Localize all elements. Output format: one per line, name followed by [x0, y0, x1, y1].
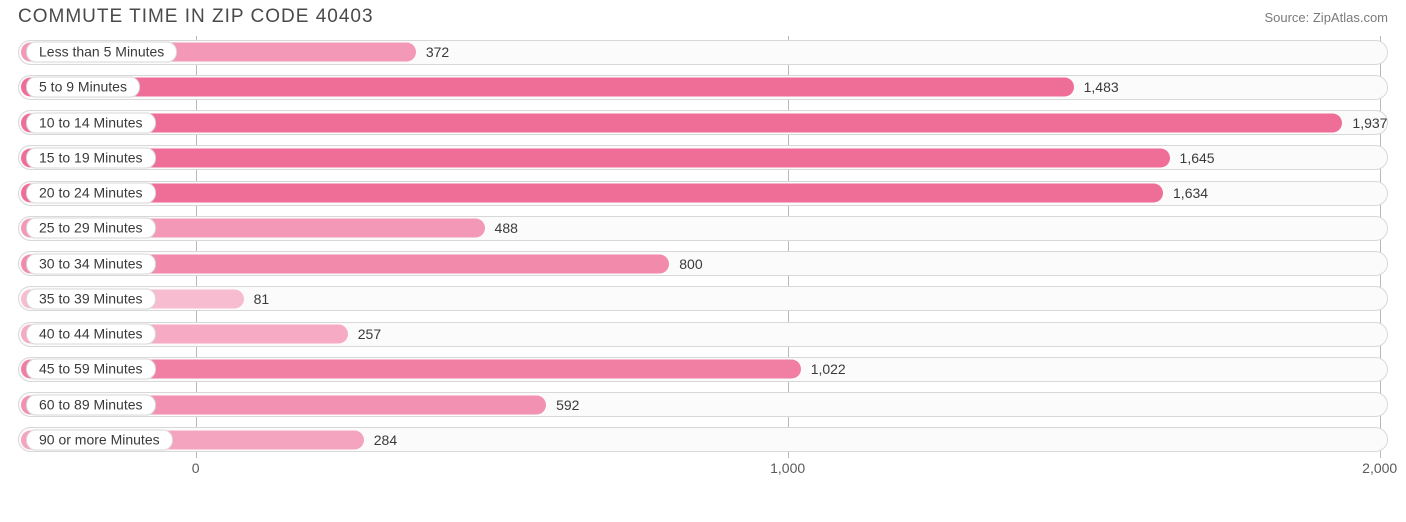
- x-tick-label: 0: [192, 460, 200, 476]
- x-axis: 01,0002,000: [18, 456, 1388, 480]
- bar-category-label: 30 to 34 Minutes: [26, 253, 156, 274]
- bar-value-label: 372: [426, 44, 449, 60]
- bar-category-label: 35 to 39 Minutes: [26, 288, 156, 309]
- bar-row: 5 to 9 Minutes 1,483: [18, 73, 1388, 101]
- bar-value-label: 488: [495, 220, 518, 236]
- plot-region: Less than 5 Minutes 372 5 to 9 Minutes 1,48…: [18, 36, 1388, 480]
- bar-category-label: 25 to 29 Minutes: [26, 218, 156, 239]
- bar-value-label: 592: [556, 397, 579, 413]
- bar-row: 40 to 44 Minutes 257: [18, 320, 1388, 348]
- chart-area: Less than 5 Minutes 372 5 to 9 Minutes 1,48…: [0, 32, 1406, 480]
- bar-fill: [21, 148, 1170, 167]
- bar-value-label: 81: [254, 291, 270, 307]
- bar-category-label: 40 to 44 Minutes: [26, 324, 156, 345]
- bar-category-label: 20 to 24 Minutes: [26, 183, 156, 204]
- bar-value-label: 1,483: [1084, 79, 1119, 95]
- bar-fill: [21, 184, 1163, 203]
- x-tick-label: 1,000: [770, 460, 805, 476]
- bar-fill: [21, 113, 1342, 132]
- bar-category-label: 90 or more Minutes: [26, 429, 173, 450]
- chart-title: COMMUTE TIME IN ZIP CODE 40403: [18, 6, 374, 28]
- bar-row: 45 to 59 Minutes 1,022: [18, 355, 1388, 383]
- bar-fill: [21, 78, 1074, 97]
- bar-row: 10 to 14 Minutes 1,937: [18, 109, 1388, 137]
- chart-source: Source: ZipAtlas.com: [1264, 10, 1388, 25]
- bar-value-label: 800: [679, 256, 702, 272]
- bar-value-label: 1,022: [811, 361, 846, 377]
- bar-row: 20 to 24 Minutes 1,634: [18, 179, 1388, 207]
- x-tick-label: 2,000: [1362, 460, 1397, 476]
- bar-row: 90 or more Minutes 284: [18, 426, 1388, 454]
- bar-value-label: 1,634: [1173, 185, 1208, 201]
- bar-value-label: 1,645: [1180, 150, 1215, 166]
- bar-category-label: 60 to 89 Minutes: [26, 394, 156, 415]
- bar-category-label: Less than 5 Minutes: [26, 42, 177, 63]
- bar-row: 25 to 29 Minutes 488: [18, 214, 1388, 242]
- bar-category-label: 45 to 59 Minutes: [26, 359, 156, 380]
- bar-value-label: 257: [358, 326, 381, 342]
- bar-category-label: 10 to 14 Minutes: [26, 112, 156, 133]
- chart-header: COMMUTE TIME IN ZIP CODE 40403 Source: Z…: [0, 0, 1406, 32]
- bar-row: 15 to 19 Minutes 1,645: [18, 144, 1388, 172]
- bar-row: Less than 5 Minutes 372: [18, 38, 1388, 66]
- bar-category-label: 15 to 19 Minutes: [26, 147, 156, 168]
- bars-container: Less than 5 Minutes 372 5 to 9 Minutes 1,48…: [18, 36, 1388, 456]
- bar-value-label: 284: [374, 432, 397, 448]
- bar-value-label: 1,937: [1352, 115, 1387, 131]
- bar-row: 30 to 34 Minutes 800: [18, 250, 1388, 278]
- bar-row: 60 to 89 Minutes 592: [18, 391, 1388, 419]
- bar-row: 35 to 39 Minutes 81: [18, 285, 1388, 313]
- bar-category-label: 5 to 9 Minutes: [26, 77, 140, 98]
